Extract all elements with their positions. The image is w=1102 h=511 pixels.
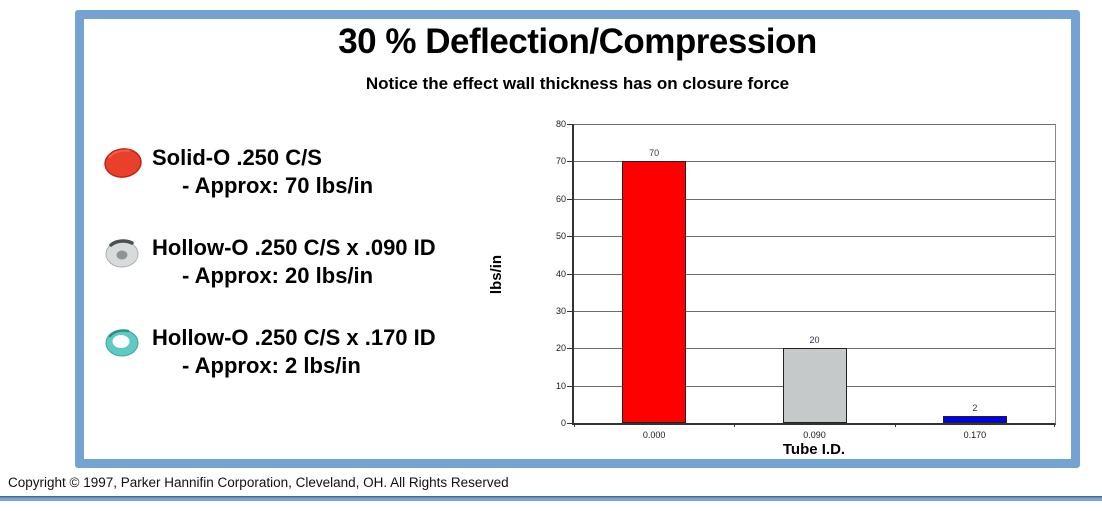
x-tick-mark — [894, 423, 896, 427]
legend-item-solid-o: Solid-O .250 C/S - Approx: 70 lbs/in — [100, 144, 500, 200]
slide-subtitle: Notice the effect wall thickness has on … — [365, 74, 790, 93]
y-tick-mark — [567, 385, 574, 387]
bar-value-label: 70 — [649, 148, 660, 159]
y-tick-mark — [567, 348, 574, 350]
y-tick-label: 10 — [555, 380, 566, 391]
gridline — [574, 198, 1055, 200]
hollow-o-ring-090-icon — [102, 236, 144, 271]
legend-line2: - Approx: 20 lbs/in — [182, 263, 374, 288]
gridline — [574, 124, 1055, 125]
slide-title: 30 % Deflection/Compression — [338, 22, 817, 61]
bar-value-label: 2 — [972, 402, 978, 413]
bar-value-label: 20 — [809, 335, 820, 346]
y-tick-label: 30 — [555, 305, 566, 316]
y-tick-mark — [567, 124, 574, 125]
legend-line1: Solid-O .250 C/S — [152, 145, 322, 170]
y-tick-mark — [567, 423, 574, 424]
y-tick-label: 60 — [555, 193, 566, 204]
bar — [622, 161, 687, 423]
gridline — [574, 273, 1055, 275]
x-tick-label: 0.090 — [803, 430, 826, 440]
x-tick-mark — [574, 423, 575, 427]
x-tick-label: 0.000 — [642, 430, 666, 440]
y-tick-mark — [567, 273, 574, 275]
gridline — [574, 161, 1055, 163]
y-tick-label: 20 — [555, 343, 566, 354]
hollow-o-ring-170-icon — [102, 326, 144, 361]
gridline — [574, 310, 1055, 312]
slide-frame — [75, 10, 1080, 468]
x-axis-label: Tube I.D. — [782, 441, 846, 458]
gridline — [574, 236, 1055, 238]
y-tick-label: 0 — [560, 418, 566, 428]
bottom-divider-rule — [0, 496, 1102, 501]
bar — [782, 348, 847, 423]
legend-line2: - Approx: 2 lbs/in — [182, 353, 361, 378]
legend-item-hollow-o-170: Hollow-O .250 C/S x .170 ID - Approx: 2 … — [100, 324, 500, 380]
solid-o-ring-icon — [102, 146, 144, 181]
x-tick-mark — [734, 423, 736, 427]
y-tick-label: 70 — [555, 156, 566, 167]
bar-chart-plot-area: 0 10 20 30 40 50 60 70 80 70 0.000 20 0.090 2 0.170 — [556, 119, 1056, 440]
x-tick-mark — [1054, 423, 1055, 427]
x-tick-label: 0.170 — [963, 430, 987, 440]
y-tick-mark — [567, 310, 574, 312]
y-tick-mark — [567, 198, 574, 200]
y-tick-label: 50 — [555, 231, 566, 242]
y-tick-mark — [567, 161, 574, 163]
y-tick-label: 40 — [555, 268, 566, 279]
y-axis-label: lbs/in — [488, 254, 506, 295]
legend-line2: - Approx: 70 lbs/in — [182, 173, 374, 198]
y-tick-mark — [567, 236, 574, 238]
y-tick-label: 80 — [555, 119, 566, 129]
copyright-text: Copyright © 1997, Parker Hannifin Corpor… — [8, 475, 509, 490]
legend-item-hollow-o-090: Hollow-O .250 C/S x .090 ID - Approx: 20… — [100, 234, 500, 290]
bar — [942, 415, 1007, 423]
legend-line1: Hollow-O .250 C/S x .170 ID — [152, 325, 436, 350]
legend-line1: Hollow-O .250 C/S x .090 ID — [152, 235, 436, 260]
